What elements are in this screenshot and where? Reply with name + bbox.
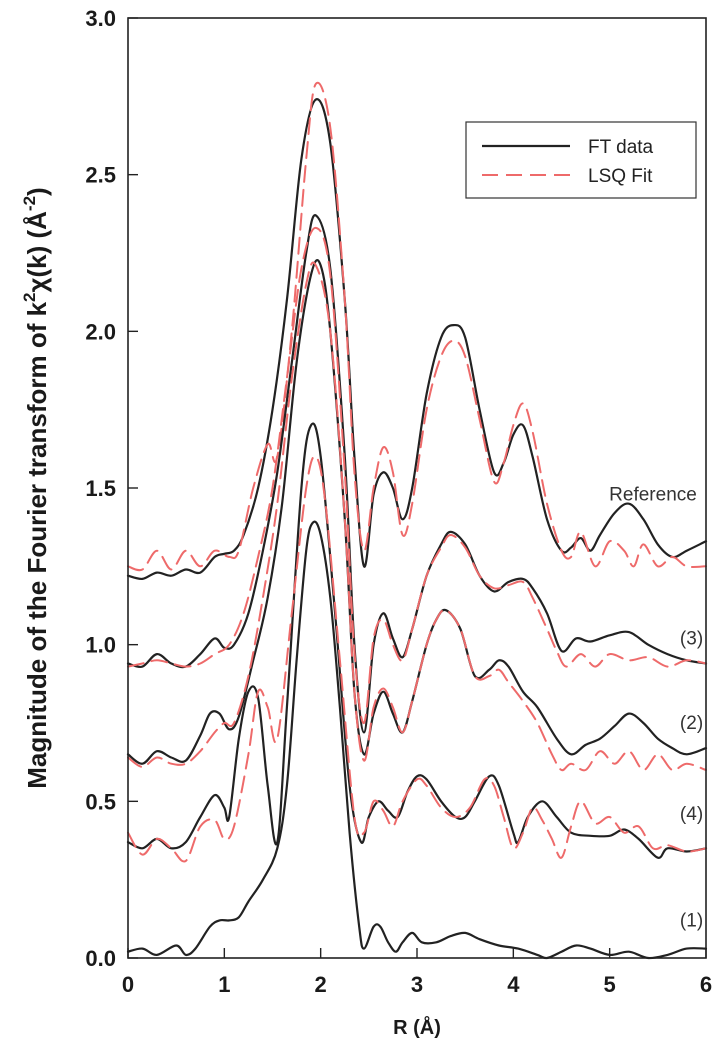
y-axis-title-end: ) (22, 187, 52, 196)
x-tick-label: 4 (507, 972, 520, 997)
x-tick-label: 1 (218, 972, 230, 997)
x-tick-label: 2 (315, 972, 327, 997)
series-line-reference-ft-data (126, 98, 708, 581)
series-line-3-lsq-fit (127, 226, 707, 725)
y-tick-label: 0.5 (85, 789, 116, 814)
curve-label: (1) (680, 910, 703, 931)
curve-label: (2) (680, 713, 703, 734)
y-tick-label: 2.0 (85, 319, 116, 344)
curve-label: Reference (609, 484, 697, 505)
series-line-1-ft-data (126, 520, 708, 960)
series-line-reference-lsq-fit (127, 81, 707, 572)
y-axis-title-sup2: -2 (20, 196, 39, 211)
series-line-2-lsq-fit (127, 261, 707, 772)
plot-lines (126, 81, 708, 960)
x-axis: 0 1 2 3 4 5 6 (122, 948, 712, 997)
series-line-2-ft-data (126, 258, 708, 765)
legend-ft-data-label: FT data (588, 137, 654, 158)
y-axis-title-main: Magnitude of the Fourier transform of k (22, 301, 52, 788)
curve-label: (3) (680, 628, 703, 649)
legend-box (465, 121, 697, 199)
x-tick-label: 5 (604, 972, 616, 997)
legend-lsq-fit-label: LSQ Fit (588, 166, 653, 187)
y-axis: 0.0 0.5 1.0 1.5 2.0 2.5 3.0 (85, 6, 138, 971)
curve-label: (4) (680, 804, 703, 825)
y-axis-title-mid: χ(k) (Å (22, 211, 52, 293)
y-tick-label: 0.0 (85, 946, 116, 971)
series-line-3-ft-data (126, 214, 708, 734)
x-axis-title: R (Å) (393, 1015, 441, 1039)
x-tick-label: 6 (700, 972, 712, 997)
series-line-4-ft-data (126, 422, 708, 859)
y-tick-label: 1.0 (85, 633, 116, 658)
y-axis-title-sup1: 2 (20, 292, 39, 301)
x-tick-label: 0 (122, 972, 134, 997)
series-line-4-lsq-fit (127, 455, 707, 863)
x-tick-label: 3 (411, 972, 423, 997)
y-tick-label: 2.5 (85, 163, 116, 188)
y-axis-title: Magnitude of the Fourier transform of k2… (20, 187, 52, 788)
y-tick-label: 1.5 (85, 476, 116, 501)
curve-labels: Reference (3) (2) (4) (1) (609, 484, 703, 931)
legend: FT data LSQ Fit (465, 121, 697, 199)
y-tick-label: 3.0 (85, 6, 116, 31)
